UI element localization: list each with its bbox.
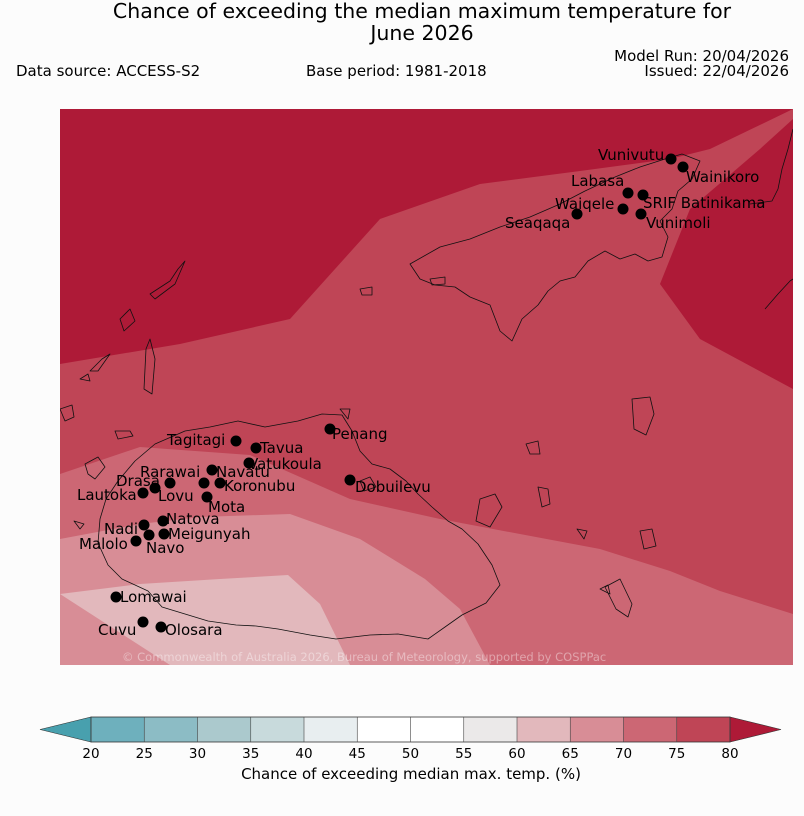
marker-dobuilevu xyxy=(344,474,356,486)
colorbar-tick-label: 70 xyxy=(615,746,632,762)
colorbar-tick-label: 50 xyxy=(402,746,419,762)
colorbar-segment xyxy=(250,717,305,742)
title-line-1: Chance of exceeding the median maximum t… xyxy=(112,0,732,23)
colorbar-under-arrow xyxy=(39,716,92,743)
marker-wainikoro xyxy=(677,161,689,173)
marker-labasa xyxy=(622,187,634,199)
label-cuvu: Cuvu xyxy=(98,621,136,639)
title-line-2: June 2026 xyxy=(370,21,474,45)
label-navo: Navo xyxy=(146,539,184,557)
colorbar-segment xyxy=(410,717,465,742)
marker-lovu xyxy=(149,482,161,494)
marker-lautoka xyxy=(137,487,149,499)
label-vatukoula: Vatukoula xyxy=(248,455,322,473)
marker-mota xyxy=(201,491,213,503)
marker-navo xyxy=(143,529,155,541)
marker-koronubu xyxy=(214,477,226,489)
marker-cuvu xyxy=(137,616,149,628)
label-koronubu: Koronubu xyxy=(224,477,295,495)
label-vunivutu: Vunivutu xyxy=(598,146,664,164)
colorbar-tick-label: 80 xyxy=(721,746,738,762)
label-rarawai: Rarawai xyxy=(140,463,200,481)
marker-malolo xyxy=(130,535,142,547)
marker-srif-batinikama xyxy=(637,189,649,201)
marker-nadi xyxy=(138,519,150,531)
issued-date: Issued: 22/04/2026 xyxy=(644,62,789,80)
model-run: Model Run: 20/04/2026 xyxy=(614,47,789,65)
colorbar-segment xyxy=(623,717,678,742)
marker-seaqaqa xyxy=(571,208,583,220)
base-period: Base period: 1981-2018 xyxy=(306,62,487,80)
label-natova: Natova xyxy=(166,510,220,528)
label-srif-batinikama: SRIF Batinikama xyxy=(643,194,765,212)
colorbar-tick-label: 40 xyxy=(295,746,312,762)
colorbar-ticks: 20 25 30 35 40 45 50 55 60 65 70 75 80 xyxy=(82,717,739,762)
colorbar-segment xyxy=(517,717,571,742)
colorbar-segment xyxy=(676,717,731,742)
marker-lomawai xyxy=(110,591,122,603)
colorbar-segment xyxy=(304,717,358,742)
label-meigunyah: Meigunyah xyxy=(168,525,250,543)
label-penang: Penang xyxy=(332,425,387,443)
colorbar-segment xyxy=(357,717,411,742)
colorbar-segment xyxy=(197,717,252,742)
label-vunimoli: Vunimoli xyxy=(646,214,711,232)
label-tavua: Tavua xyxy=(259,439,303,457)
colorbar-tick-label: 65 xyxy=(562,746,579,762)
marker-rarawai xyxy=(206,464,218,476)
marker-vunivutu xyxy=(665,153,677,165)
label-labasa: Labasa xyxy=(571,172,624,190)
label-lautoka: Lautoka xyxy=(77,486,137,504)
marker-tagitagi xyxy=(230,435,242,447)
colorbar-segment xyxy=(91,717,145,742)
label-navatu: Navatu xyxy=(216,463,270,481)
label-wainikoro: Wainikoro xyxy=(686,168,759,186)
marker-tavua xyxy=(250,442,262,454)
label-lomawai: Lomawai xyxy=(120,588,187,606)
label-dobuilevu: Dobuilevu xyxy=(355,478,431,496)
marker-drasa xyxy=(164,477,176,489)
marker-penang xyxy=(324,423,336,435)
colorbar-over-arrow xyxy=(729,716,782,743)
colorbar-tick-label: 45 xyxy=(349,746,366,762)
colorbar: 20 25 30 35 40 45 50 55 60 65 70 75 80 xyxy=(39,716,782,762)
colorbar-segment xyxy=(463,717,518,742)
colorbar-segment xyxy=(144,717,198,742)
coastline xyxy=(60,128,793,640)
label-seaqaqa: Seaqaqa xyxy=(505,214,570,232)
marker-navatu xyxy=(198,477,210,489)
colorbar-tick-label: 75 xyxy=(668,746,685,762)
colorbar-tick-label: 25 xyxy=(136,746,153,762)
map-title: Chance of exceeding the median maximum t… xyxy=(0,0,804,44)
colorbar-segment xyxy=(570,717,624,742)
label-nadi: Nadi xyxy=(104,520,138,538)
label-tagitagi: Tagitagi xyxy=(166,431,225,449)
marker-olosara xyxy=(155,621,167,633)
colorbar-segments xyxy=(91,717,731,742)
label-olosara: Olosara xyxy=(165,621,223,639)
label-lovu: Lovu xyxy=(158,487,194,505)
marker-vatukoula xyxy=(243,457,255,469)
colorbar-tick-label: 60 xyxy=(508,746,525,762)
copyright-notice: © Commonwealth of Australia 2026, Bureau… xyxy=(122,650,606,664)
marker-waiqele xyxy=(617,203,629,215)
marker-natova xyxy=(157,515,169,527)
label-mota: Mota xyxy=(208,498,245,516)
colorbar-tick-label: 30 xyxy=(189,746,206,762)
station-markers xyxy=(110,153,689,633)
label-drasa: Drasa xyxy=(116,472,160,490)
colorbar-tick-label: 20 xyxy=(82,746,99,762)
colorbar-label: Chance of exceeding median max. temp. (%… xyxy=(241,765,581,783)
label-malolo: Malolo xyxy=(79,535,128,553)
marker-vunimoli xyxy=(635,208,647,220)
label-waiqele: Waiqele xyxy=(555,195,614,213)
data-source: Data source: ACCESS-S2 xyxy=(16,62,201,80)
colorbar-tick-label: 35 xyxy=(242,746,259,762)
probability-map: Vunivutu Wainikoro Labasa Waiqele SRIF B… xyxy=(60,109,793,665)
marker-meigunyah xyxy=(158,528,170,540)
colorbar-tick-label: 55 xyxy=(455,746,472,762)
